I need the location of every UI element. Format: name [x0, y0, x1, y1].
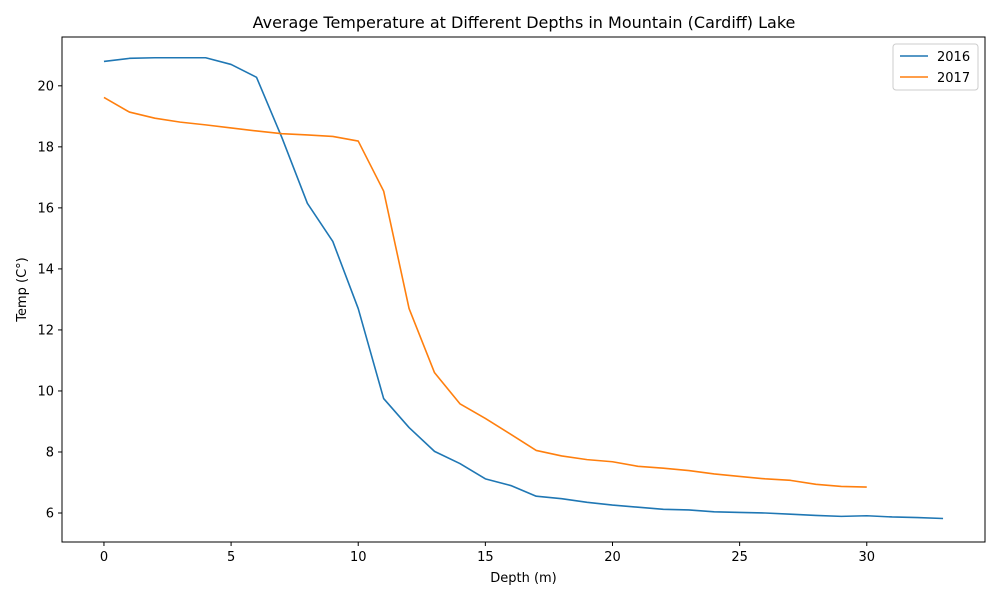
x-tick-label: 30 — [858, 550, 875, 565]
x-tick-label: 0 — [100, 550, 108, 565]
y-axis-label: Temp (C°) — [15, 257, 30, 323]
x-tick-label: 5 — [227, 550, 235, 565]
x-tick-label: 25 — [731, 550, 748, 565]
y-tick-label: 14 — [37, 262, 54, 277]
x-axis-label: Depth (m) — [490, 571, 557, 586]
y-tick-label: 16 — [37, 201, 54, 216]
plot-frame — [61, 36, 986, 543]
y-tick-label: 10 — [37, 384, 54, 399]
series-layer — [103, 56, 944, 520]
y-tick-label: 6 — [46, 507, 54, 522]
ticks-layer: 0 5 10 15 20 25 30 6 8 10 12 14 16 18 20 — [37, 79, 875, 565]
x-tick-label: 20 — [604, 550, 621, 565]
y-tick-label: 12 — [37, 323, 54, 338]
y-tick-label: 20 — [37, 79, 54, 94]
legend: 2016 2017 — [892, 43, 979, 91]
x-tick-label: 10 — [350, 550, 367, 565]
chart-title: Average Temperature at Different Depths … — [253, 13, 796, 32]
series-line-2016 — [103, 56, 944, 520]
x-tick-label: 15 — [477, 550, 494, 565]
series-line-2017 — [103, 96, 867, 488]
y-tick-label: 18 — [37, 140, 54, 155]
legend-label-2017: 2017 — [937, 71, 970, 86]
y-tick-label: 8 — [46, 445, 54, 460]
legend-label-2016: 2016 — [937, 50, 970, 65]
